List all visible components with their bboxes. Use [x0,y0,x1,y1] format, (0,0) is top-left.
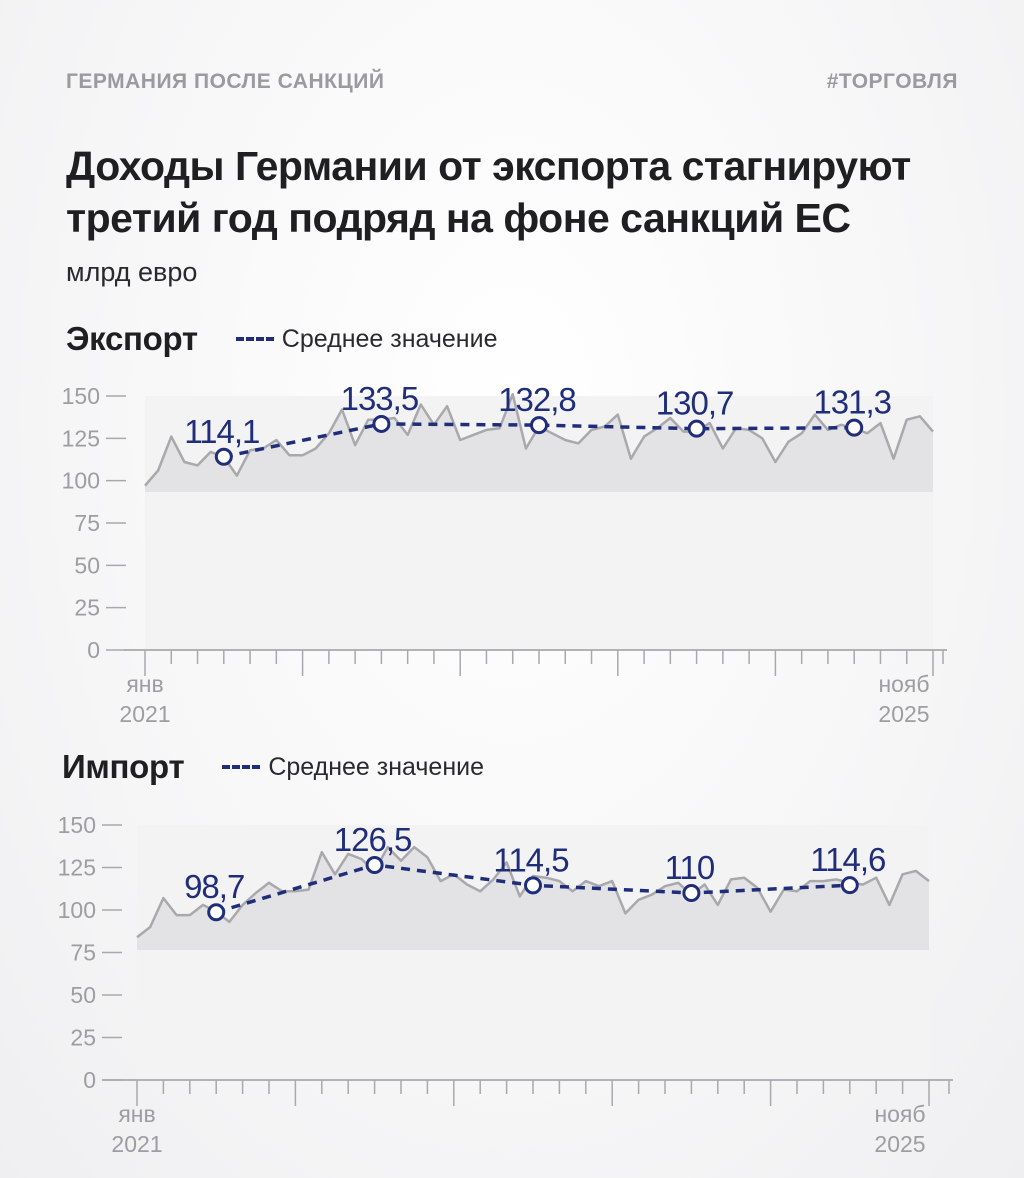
x-end-month: нояб [874,1101,925,1127]
y-tick-label: 50 [70,982,96,1008]
y-tick-label: 75 [70,940,96,966]
export-mean-point [214,447,233,466]
category-tag: ГЕРМАНИЯ ПОСЛЕ САНКЦИЙ [66,70,385,93]
y-tick-label: 25 [70,1025,96,1051]
import-mean-label: 110 [665,849,715,886]
legend-dash-icon [222,765,261,769]
title-line-2: третий год подряд на фоне санкций ЕС [66,195,851,241]
x-end-year: 2025 [878,701,929,727]
export-mean-label: 130,7 [656,385,734,422]
x-end-month: нояб [878,671,929,697]
export-mean-line [223,422,855,459]
import-mean-point [840,876,859,895]
export-area [145,394,933,492]
plot-background [137,825,929,1080]
import-chart: 0 25 50 75 100 125 150 янв 2021 нояб 2025 98,7 126,5… [58,812,953,1157]
export-mean-point [687,419,706,438]
y-tick-label: 50 [74,552,100,578]
x-start-year: 2021 [111,1131,162,1157]
export-chart: 0 25 50 75 100 125 150 янв 2021 нояб 2025 114,1 133,… [62,380,947,727]
import-line [136,845,930,939]
y-tick-label: 75 [74,510,100,536]
import-legend-label: Среднее значение [268,752,484,781]
hashtag: #ТОРГОВЛЯ [826,70,958,93]
export-chart-header: Экспорт Среднее значение [66,320,497,358]
export-mean-label: 131,3 [813,384,891,421]
import-chart-header: Импорт Среднее значение [62,748,484,786]
import-mean-label: 114,6 [810,841,885,878]
x-start-month: янв [118,1101,155,1127]
import-mean-point [524,876,542,895]
x-end-year: 2025 [874,1131,925,1157]
export-mean-label: 133,5 [341,380,419,417]
title-line-1: Доходы Германии от экспорта стагнируют [66,143,911,189]
export-mean-label: 114,1 [184,413,259,450]
y-tick-label: 150 [62,383,100,409]
export-mean-label: 132,8 [498,381,576,418]
export-chart-title: Экспорт [66,320,198,357]
x-start-month: янв [126,671,163,697]
y-tick-label: 100 [62,468,100,494]
export-legend: Среднее значение [235,324,498,354]
page-title: Доходы Германии от экспорта стагнируют т… [66,140,986,244]
y-tick-label: 0 [87,637,100,663]
export-legend-label: Среднее значение [281,324,498,353]
y-tick-label: 150 [58,812,96,838]
import-mean-point [682,884,701,902]
import-mean-point [207,903,226,922]
import-mean-label: 126,5 [334,821,412,858]
export-mean-point [530,416,548,435]
export-mean-point [845,418,864,437]
x-start-year: 2021 [119,701,170,727]
import-chart-title: Импорт [62,748,185,785]
y-tick-label: 25 [74,595,100,621]
import-mean-point [365,855,384,874]
y-tick-label: 0 [83,1067,96,1093]
y-tick-label: 125 [62,425,100,451]
import-mean-label: 98,7 [184,868,244,905]
y-tick-label: 125 [58,855,96,881]
import-area [137,847,929,950]
import-mean-label: 114,5 [493,841,568,878]
export-mean-point [372,414,391,433]
y-tick-label: 100 [58,897,96,923]
import-legend: Среднее значение [222,753,484,782]
legend-dash-icon [235,337,274,341]
units-subtitle: млрд евро [66,257,198,287]
